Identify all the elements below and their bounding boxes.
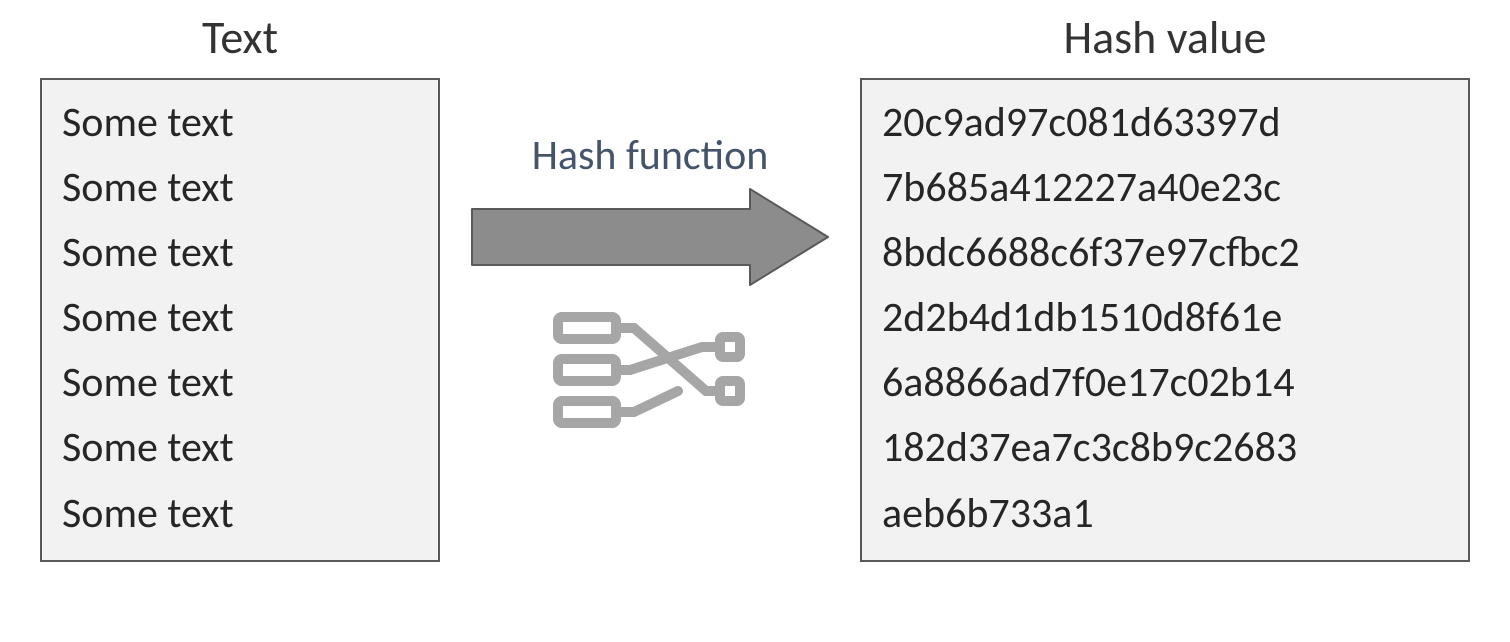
hash-network-icon	[550, 305, 750, 435]
middle-column: Hash function	[440, 10, 860, 435]
hash-line: 6a8866ad7f0e17c02b14	[882, 350, 1448, 415]
hash-line: 2d2b4d1db1510d8f61e	[882, 285, 1448, 350]
text-line: Some text	[62, 155, 418, 220]
text-line: Some text	[62, 481, 418, 546]
text-box: Some textSome textSome textSome textSome…	[40, 78, 440, 562]
hash-function-label: Hash function	[532, 130, 769, 181]
hash-column: Hash value 20c9ad97c081d63397d7b685a4122…	[860, 10, 1470, 562]
text-line: Some text	[62, 415, 418, 480]
hash-heading: Hash value	[1063, 10, 1266, 66]
hash-box: 20c9ad97c081d63397d7b685a412227a40e23c8b…	[860, 78, 1470, 562]
arrow-icon	[470, 187, 830, 287]
hash-line: 7b685a412227a40e23c	[882, 155, 1448, 220]
text-line: Some text	[62, 90, 418, 155]
text-heading: Text	[202, 10, 278, 66]
hash-line: 182d37ea7c3c8b9c2683	[882, 415, 1448, 480]
hash-line: 20c9ad97c081d63397d	[882, 90, 1448, 155]
text-line: Some text	[62, 350, 418, 415]
hash-line: 8bdc6688c6f37e97cfbc2	[882, 220, 1448, 285]
hash-line: aeb6b733a1	[882, 481, 1448, 546]
text-line: Some text	[62, 220, 418, 285]
text-column: Text Some textSome textSome textSome tex…	[40, 10, 440, 562]
text-line: Some text	[62, 285, 418, 350]
